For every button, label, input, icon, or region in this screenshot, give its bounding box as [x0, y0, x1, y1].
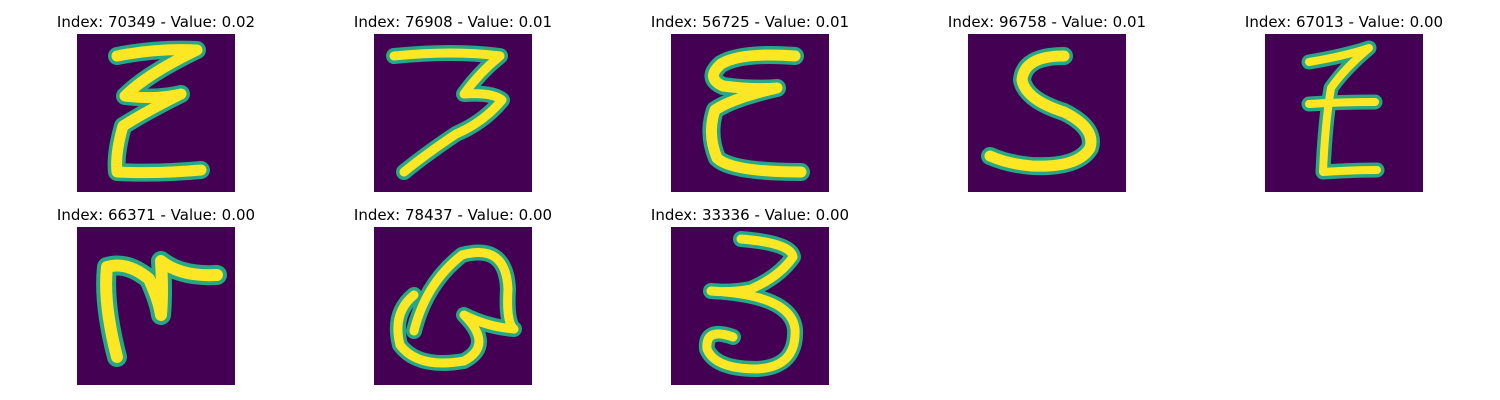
- sample-image: [374, 227, 532, 385]
- glyph-m-like: [96, 251, 227, 367]
- sample-title: Index: 66371 - Value: 0.00: [56, 206, 256, 224]
- sample-cell: Index: 96758 - Value: 0.01: [917, 12, 1177, 202]
- glyph-s-like: [981, 47, 1100, 176]
- glyph-e-curly: [702, 46, 810, 181]
- sample-cell: Index: 70349 - Value: 0.02: [26, 12, 286, 202]
- sample-title: Index: 70349 - Value: 0.02: [56, 13, 256, 31]
- sample-image: [77, 227, 235, 385]
- sample-title: Index: 67013 - Value: 0.00: [1244, 13, 1444, 31]
- sample-title: Index: 78437 - Value: 0.00: [353, 206, 553, 224]
- sample-image: [671, 227, 829, 385]
- sample-title: Index: 56725 - Value: 0.01: [650, 13, 850, 31]
- sample-cell: Index: 66371 - Value: 0.00: [26, 205, 286, 395]
- glyph-z-crossed: [1301, 40, 1385, 180]
- sample-cell: Index: 33336 - Value: 0.00: [620, 205, 880, 395]
- glyph-3-like: [386, 45, 510, 180]
- sample-cell: Index: 56725 - Value: 0.01: [620, 12, 880, 202]
- glyph-q-loop: [389, 244, 522, 371]
- sample-image: [968, 34, 1126, 192]
- sample-cell: Index: 67013 - Value: 0.00: [1214, 12, 1474, 202]
- glyph-e-like: [107, 40, 210, 182]
- glyph-3-round: [698, 231, 804, 377]
- sample-image: [1265, 34, 1423, 192]
- sample-image: [77, 34, 235, 192]
- sample-image: [671, 34, 829, 192]
- sample-cell: Index: 78437 - Value: 0.00: [323, 205, 583, 395]
- sample-image: [374, 34, 532, 192]
- sample-title: Index: 76908 - Value: 0.01: [353, 13, 553, 31]
- sample-title: Index: 33336 - Value: 0.00: [650, 206, 850, 224]
- sample-cell: Index: 76908 - Value: 0.01: [323, 12, 583, 202]
- sample-title: Index: 96758 - Value: 0.01: [947, 13, 1147, 31]
